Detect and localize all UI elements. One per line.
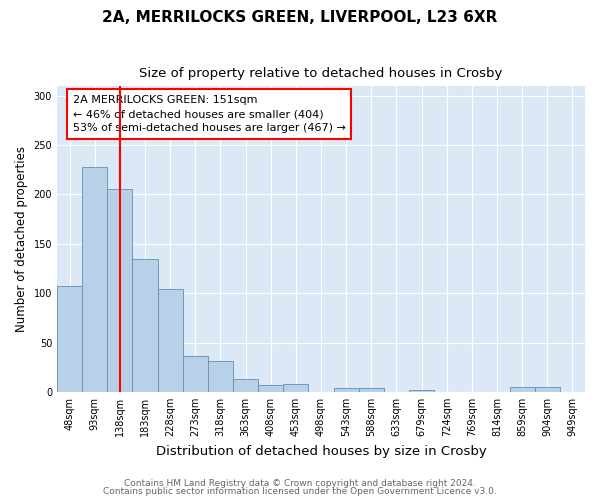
Bar — [535, 387, 560, 392]
Y-axis label: Number of detached properties: Number of detached properties — [15, 146, 28, 332]
Bar — [409, 390, 434, 392]
Bar — [208, 362, 233, 392]
Bar — [334, 388, 359, 392]
Bar — [283, 384, 308, 392]
Bar — [509, 387, 535, 392]
Bar — [233, 379, 258, 392]
Bar — [258, 385, 283, 392]
Text: Contains public sector information licensed under the Open Government Licence v3: Contains public sector information licen… — [103, 487, 497, 496]
Text: 2A MERRILOCKS GREEN: 151sqm
← 46% of detached houses are smaller (404)
53% of se: 2A MERRILOCKS GREEN: 151sqm ← 46% of det… — [73, 95, 346, 133]
Bar — [359, 388, 384, 392]
Text: Contains HM Land Registry data © Crown copyright and database right 2024.: Contains HM Land Registry data © Crown c… — [124, 478, 476, 488]
Bar — [183, 356, 208, 392]
Bar — [133, 258, 158, 392]
Bar — [107, 188, 133, 392]
Text: 2A, MERRILOCKS GREEN, LIVERPOOL, L23 6XR: 2A, MERRILOCKS GREEN, LIVERPOOL, L23 6XR — [103, 10, 497, 25]
Bar — [82, 167, 107, 392]
Title: Size of property relative to detached houses in Crosby: Size of property relative to detached ho… — [139, 68, 503, 80]
X-axis label: Distribution of detached houses by size in Crosby: Distribution of detached houses by size … — [155, 444, 487, 458]
Bar — [158, 289, 183, 392]
Bar — [57, 286, 82, 392]
